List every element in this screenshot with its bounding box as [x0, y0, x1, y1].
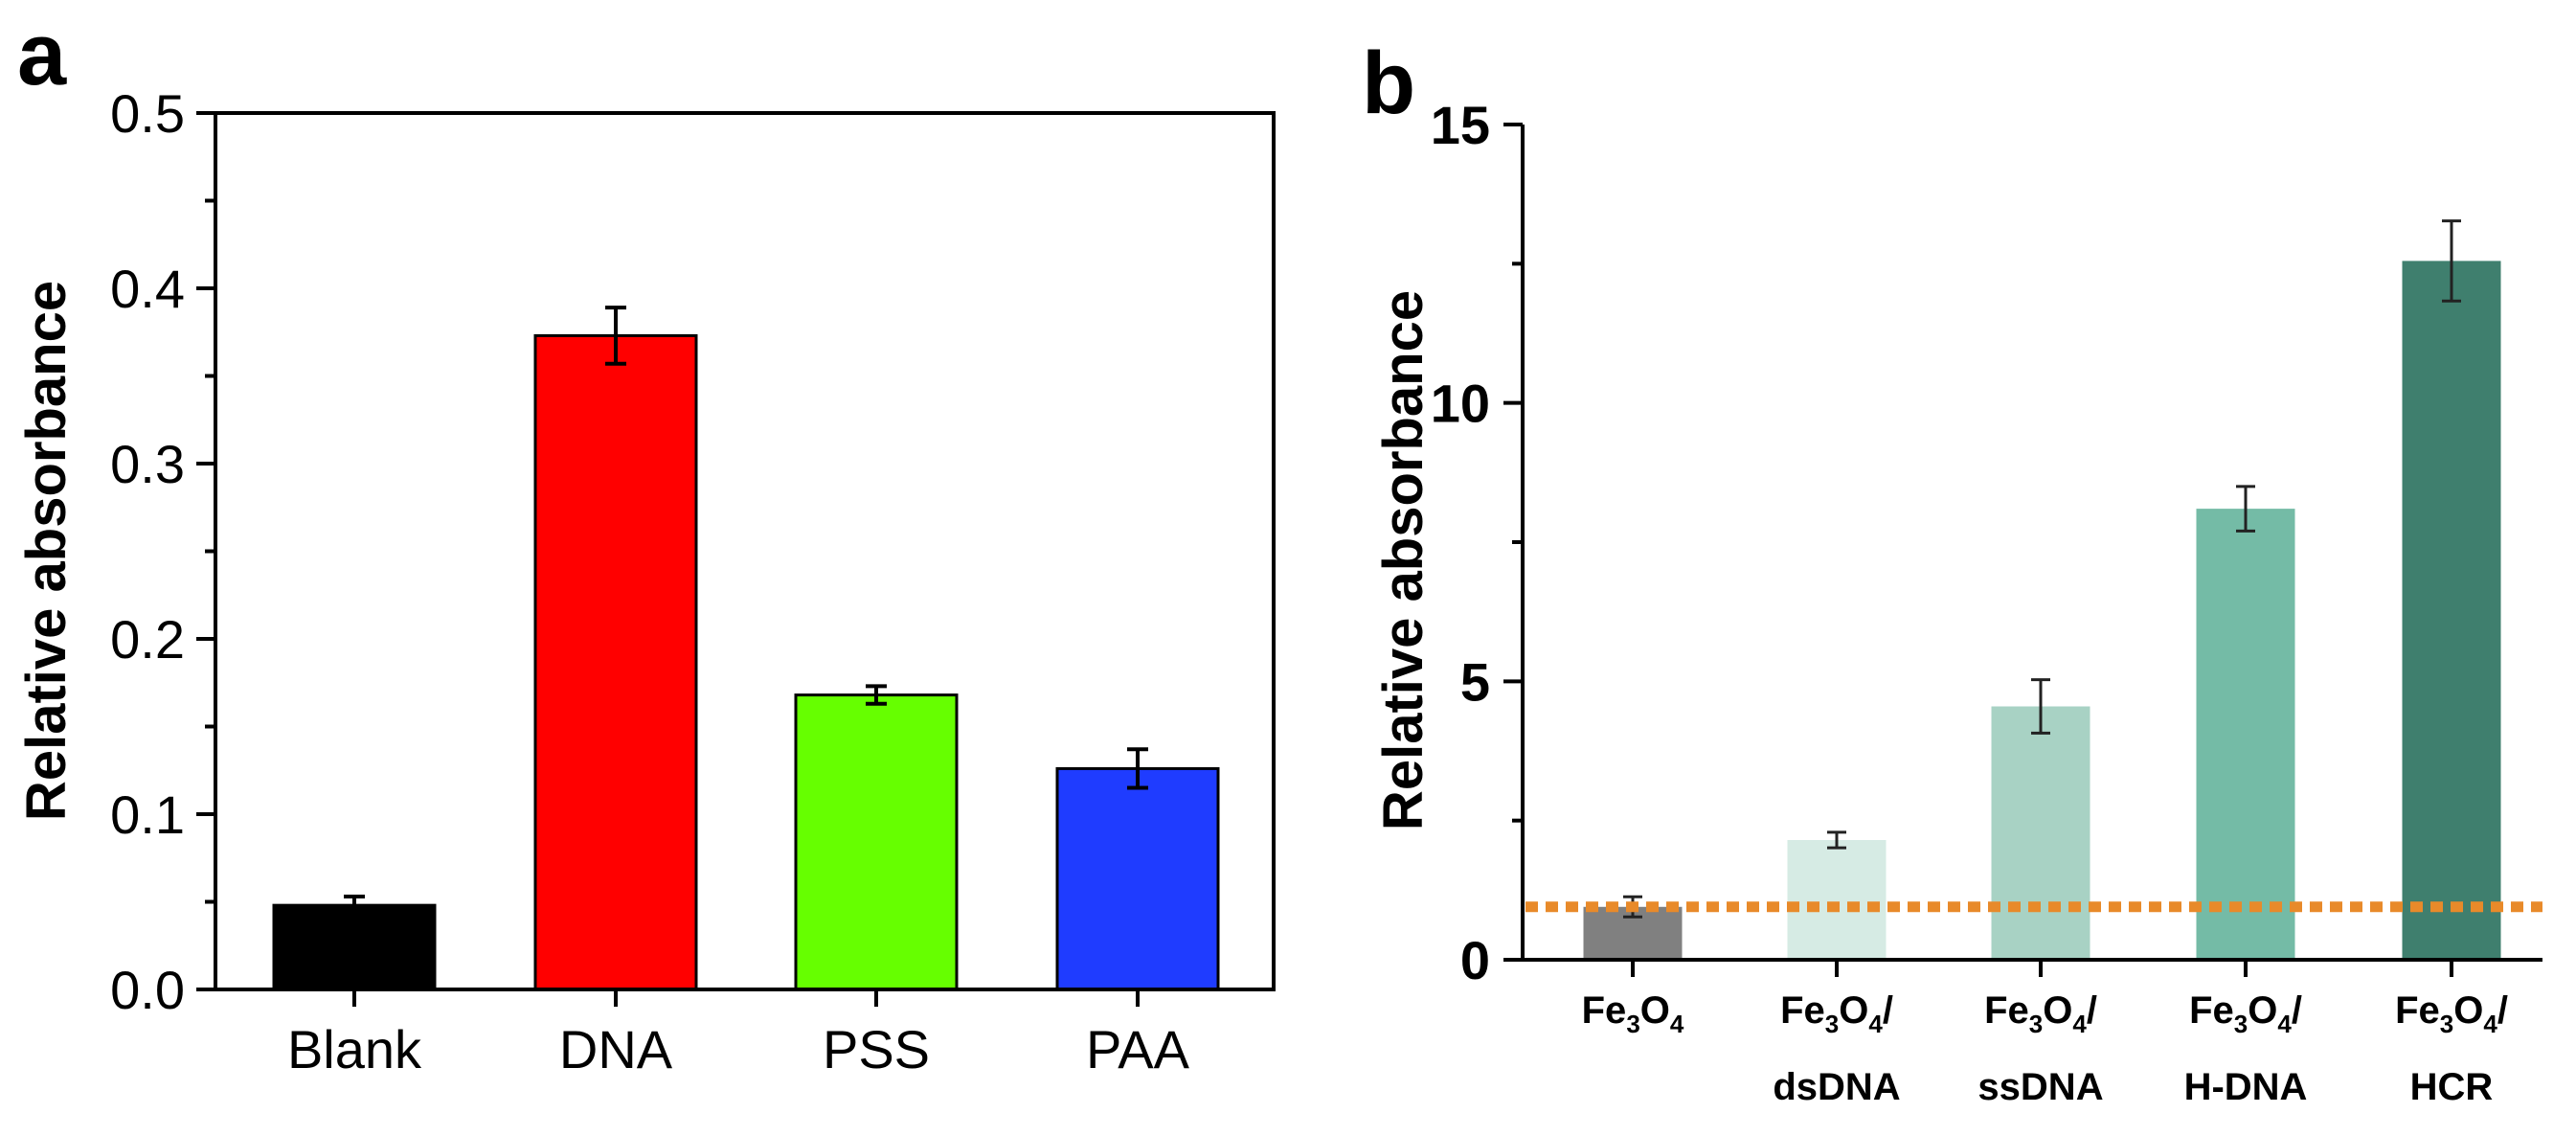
- panel-a-category-label: PAA: [1086, 1019, 1190, 1079]
- panel-b-category-label-part: 4: [1670, 1010, 1684, 1038]
- panel-b-y-axis-label: Relative absorbance: [1372, 290, 1435, 830]
- panel-b-category-label-part: Fe: [1780, 989, 1825, 1032]
- panel-b-category-label-line2: H-DNA: [2184, 1066, 2308, 1108]
- panel-b-category-label: Fe3O4/: [2395, 989, 2508, 1038]
- panel-a-bar: [1055, 766, 1220, 991]
- panel-a-y-tick-label: 0.0: [110, 960, 185, 1020]
- panel-b-category-label-part: O: [2453, 989, 2483, 1032]
- panel-b-category-label-part: /: [1883, 989, 1893, 1032]
- panel-b-bar: [2402, 261, 2501, 961]
- panel-b-category-label-part: O: [2043, 989, 2072, 1032]
- panel-a-y-axis-label: Relative absorbance: [15, 281, 78, 821]
- panel-b-category-label-part: 3: [2440, 1010, 2453, 1038]
- panel-b-category-label-part: 4: [1868, 1010, 1883, 1038]
- panel-b-y-tick-label: 0: [1460, 930, 1490, 990]
- panel-b-category-label: Fe3O4: [1582, 989, 1684, 1038]
- panel-a-bar: [533, 333, 698, 991]
- panel-b-category-label-part: 3: [1626, 1010, 1639, 1038]
- panel-b-category-label-part: 4: [2072, 1010, 2087, 1038]
- panel-b-category-label-part: 3: [1825, 1010, 1839, 1038]
- panel-b-category-label: Fe3O4/: [1984, 989, 2097, 1038]
- panel-b-category-label-line2: HCR: [2410, 1066, 2494, 1108]
- panel-b-letter: b: [1362, 34, 1415, 132]
- panel-b-category-label-part: O: [2248, 989, 2277, 1032]
- panel-a-category-label: DNA: [559, 1019, 673, 1079]
- panel-a-y-tick-label: 0.1: [110, 784, 185, 845]
- panel-a-y-tick-label: 0.3: [110, 434, 185, 494]
- panel-b-category-label-part: Fe: [2189, 989, 2234, 1032]
- panel-b-category-label-part: 4: [2483, 1010, 2497, 1038]
- panel-b-category-label-part: /: [2497, 989, 2508, 1032]
- panel-b-bar: [1787, 840, 1887, 960]
- panel-a-category-label: Blank: [287, 1019, 422, 1079]
- panel-a-letter: a: [17, 6, 67, 103]
- panel-a-bar: [272, 903, 437, 991]
- panel-b-category-label-part: 4: [2277, 1010, 2292, 1038]
- panel-b-category-label-part: 3: [2234, 1010, 2248, 1038]
- panel-b-category-label: Fe3O4/: [1780, 989, 1893, 1038]
- panel-b-y-tick-label: 15: [1431, 95, 1490, 155]
- panel-a-y-tick-label: 0.5: [110, 83, 185, 144]
- panel-b-category-label-part: O: [1640, 989, 1670, 1032]
- panel-b-y-tick-label: 10: [1431, 374, 1490, 434]
- panel-b-category-label: Fe3O4/: [2189, 989, 2302, 1038]
- panel-b-category-label-part: Fe: [1582, 989, 1627, 1032]
- panel-a-category-label: PSS: [823, 1019, 930, 1079]
- panel-b-category-label-line2: ssDNA: [1977, 1066, 2103, 1108]
- panel-a-bar: [794, 693, 959, 991]
- panel-b-category-label-part: 3: [2029, 1010, 2043, 1038]
- panel-b-y-tick-label: 5: [1460, 651, 1490, 712]
- panel-a-y-tick-label: 0.2: [110, 609, 185, 670]
- panel-b-category-label-part: /: [2087, 989, 2097, 1032]
- panel-b-category-label-line2: dsDNA: [1773, 1066, 1900, 1108]
- panel-b-bar: [1991, 706, 2090, 960]
- panel-b-category-label-part: Fe: [1984, 989, 2029, 1032]
- panel-b-bar: [2196, 509, 2295, 960]
- panel-b-category-label-part: O: [1839, 989, 1868, 1032]
- panel-b-category-label-part: Fe: [2395, 989, 2440, 1032]
- panel-a-y-tick-label: 0.4: [110, 259, 185, 319]
- panel-a: a Blank DNA PSS PAA 0.0 0.1 0.2 0.3 0.4 0.5 Relat…: [15, 6, 1276, 1079]
- panel-b-category-label-part: /: [2292, 989, 2302, 1032]
